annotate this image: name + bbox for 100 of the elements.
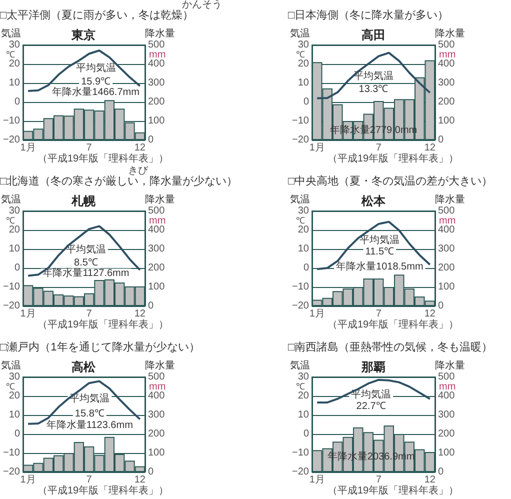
y2-tick-label: 500 — [438, 206, 456, 216]
x-tick-label: 1月 — [309, 142, 325, 154]
text: （平成19年版「理科年表」） — [38, 318, 169, 330]
x-tick-label: 1月 — [20, 308, 36, 320]
text: ℃ — [6, 382, 15, 392]
y-tick-label: −10 — [3, 116, 20, 126]
chart-title: □日本海側（冬に降水量が多い） — [288, 8, 449, 22]
annotation: 11.5℃ — [365, 246, 394, 258]
annotation: 年降水量1123.6mm — [46, 418, 133, 431]
y-tick-label: 20 — [8, 390, 20, 402]
y2-tick-label: 300 — [148, 244, 166, 254]
y2-tick-label: 500 — [148, 40, 166, 50]
y2-tick-label: 200 — [438, 428, 456, 440]
chart-subtitle: 高松 — [72, 360, 96, 374]
y2-tick-label: 400 — [148, 224, 166, 236]
y-tick-label: 30 — [298, 206, 310, 216]
text: ℃ — [296, 50, 305, 60]
annotation: 8.5℃ — [74, 258, 98, 269]
x-tick-label: 12 — [424, 474, 436, 486]
x-tick-label: 7 — [376, 474, 382, 486]
x-tick-label: 7 — [376, 308, 382, 320]
y-axis-title: 気温 — [290, 194, 310, 206]
y-tick-label: 0 — [14, 96, 20, 108]
y-tick-label: −20 — [292, 466, 310, 478]
y-tick-label: 20 — [298, 58, 310, 70]
y2-tick-label: 200 — [148, 428, 166, 440]
x-tick-label: 7 — [86, 142, 92, 154]
line-series — [316, 378, 431, 404]
text: きび — [128, 166, 149, 176]
x-tick-label: 12 — [424, 142, 436, 154]
annotation: 13.3℃ — [358, 84, 388, 96]
y2-tick-label: 200 — [438, 262, 456, 274]
y-tick-label: 30 — [298, 372, 310, 382]
y2-tick-label: 300 — [438, 78, 456, 88]
text: （平成19年版「理科年表」） — [328, 152, 459, 164]
annotation: 年降水量1466.7mm — [52, 86, 140, 98]
y-tick-label: 20 — [8, 224, 20, 236]
chart-subtitle: 那覇 — [360, 360, 386, 374]
y2-tick-label: 0 — [148, 300, 154, 312]
y2-tick-label: 100 — [438, 116, 456, 126]
y-tick-label: 20 — [298, 390, 310, 402]
x-tick-label: 1月 — [309, 474, 325, 486]
y-tick-label: −20 — [292, 300, 310, 312]
chart-title: □太平洋側（夏に雨が多い，冬は乾燥） — [0, 8, 194, 22]
y-tick-label: 0 — [14, 428, 20, 440]
y-tick-label: 0 — [303, 262, 310, 274]
x-tick-label: 7 — [86, 474, 92, 486]
y-axis-title: 気温 — [290, 28, 310, 40]
text: （平成19年版「理科年表」） — [38, 484, 169, 496]
text: ℃ — [6, 50, 15, 60]
x-tick-label: 12 — [134, 308, 146, 320]
text: （平成19年版「理科年表」） — [328, 484, 459, 496]
text: mm — [149, 382, 166, 392]
text: mm — [439, 50, 456, 60]
y2-tick-label: 0 — [438, 134, 444, 146]
x-tick-label: 12 — [134, 142, 146, 154]
y2-tick-label: 100 — [148, 282, 166, 292]
y2-tick-label: 500 — [438, 372, 456, 382]
text: かんそう — [182, 0, 222, 10]
y-axis-title: 気温 — [1, 360, 21, 372]
line-series — [316, 220, 431, 270]
y2-axis-title: 降水量 — [145, 194, 175, 206]
x-tick-label: 1月 — [20, 474, 36, 486]
x-tick-label: 1月 — [20, 142, 36, 154]
chart-title: □瀬戸内（1年を通じて降水量が少ない） — [0, 340, 200, 354]
y-axis-title: 気温 — [290, 360, 310, 372]
y2-tick-label: 100 — [438, 448, 456, 458]
chart-subtitle: 東京 — [70, 28, 96, 42]
y-tick-label: 0 — [303, 96, 310, 108]
y-tick-label: −10 — [292, 282, 310, 292]
y2-tick-label: 300 — [148, 410, 166, 420]
y-tick-label: −10 — [3, 448, 20, 458]
text: （平成19年版「理科年表」） — [328, 318, 459, 330]
y2-tick-label: 0 — [148, 134, 154, 146]
y2-tick-label: 200 — [148, 262, 166, 274]
chart-subtitle: 札幌 — [70, 194, 96, 208]
x-tick-label: 12 — [424, 308, 436, 320]
y2-tick-label: 400 — [148, 58, 166, 70]
y2-tick-label: 400 — [438, 224, 456, 236]
y-tick-label: −20 — [3, 134, 20, 146]
x-tick-label: 12 — [134, 474, 146, 486]
annotation: 15.9℃ — [81, 76, 111, 88]
y-tick-label: 10 — [298, 78, 310, 88]
y2-tick-label: 200 — [148, 96, 166, 108]
y-tick-label: 0 — [303, 428, 310, 440]
y2-tick-label: 500 — [148, 372, 166, 382]
y-tick-label: 30 — [8, 372, 20, 382]
text: mm — [439, 216, 456, 226]
annotation: 15.8℃ — [74, 408, 104, 420]
annotation: 年降水量1018.5mm — [336, 260, 424, 272]
y2-tick-label: 300 — [148, 78, 166, 88]
y2-tick-label: 500 — [148, 206, 166, 216]
y2-tick-label: 200 — [438, 96, 456, 108]
y2-tick-label: 0 — [438, 300, 444, 312]
line-series — [316, 52, 431, 100]
annotation: 22.7℃ — [356, 400, 386, 412]
y2-axis-title: 降水量 — [145, 28, 175, 40]
y-tick-label: 10 — [8, 244, 20, 254]
y-tick-label: 30 — [8, 206, 20, 216]
y2-tick-label: 400 — [438, 390, 456, 402]
